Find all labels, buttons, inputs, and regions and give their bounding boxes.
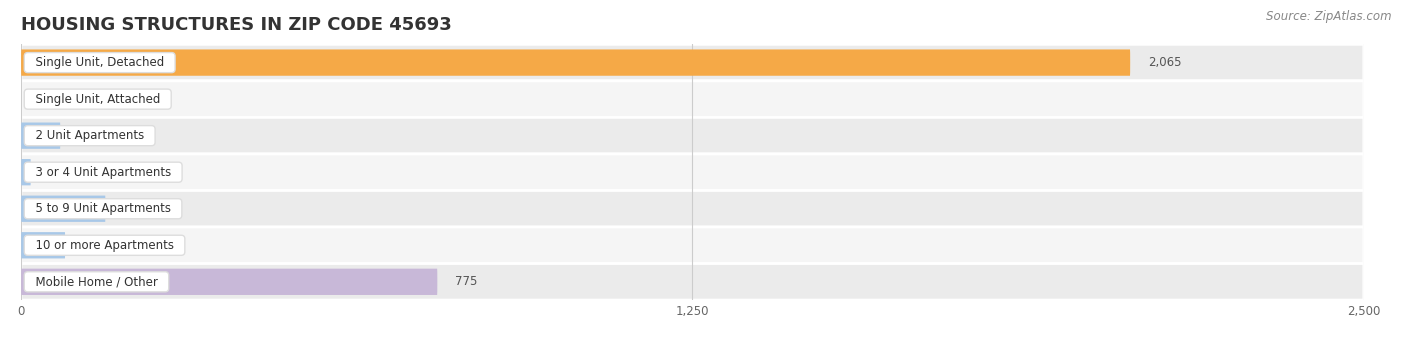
Text: 3 or 4 Unit Apartments: 3 or 4 Unit Apartments — [28, 166, 179, 179]
Text: 157: 157 — [122, 202, 145, 215]
Text: 2,065: 2,065 — [1147, 56, 1181, 69]
Text: HOUSING STRUCTURES IN ZIP CODE 45693: HOUSING STRUCTURES IN ZIP CODE 45693 — [21, 16, 451, 34]
FancyBboxPatch shape — [21, 232, 65, 258]
FancyBboxPatch shape — [21, 117, 1364, 154]
Text: 18: 18 — [48, 166, 63, 179]
Text: 82: 82 — [83, 239, 97, 252]
FancyBboxPatch shape — [21, 154, 1364, 191]
Text: Single Unit, Detached: Single Unit, Detached — [28, 56, 172, 69]
FancyBboxPatch shape — [21, 122, 60, 149]
FancyBboxPatch shape — [21, 227, 1364, 264]
Text: 2 Unit Apartments: 2 Unit Apartments — [28, 129, 152, 142]
FancyBboxPatch shape — [21, 49, 1130, 76]
Text: 73: 73 — [77, 129, 93, 142]
Text: 10 or more Apartments: 10 or more Apartments — [28, 239, 181, 252]
FancyBboxPatch shape — [21, 269, 437, 295]
Text: Mobile Home / Other: Mobile Home / Other — [28, 275, 165, 288]
FancyBboxPatch shape — [21, 196, 105, 222]
FancyBboxPatch shape — [21, 44, 1364, 81]
FancyBboxPatch shape — [21, 159, 31, 186]
Text: Single Unit, Attached: Single Unit, Attached — [28, 93, 167, 106]
Text: 775: 775 — [454, 275, 477, 288]
Text: 0: 0 — [38, 93, 46, 106]
Text: 5 to 9 Unit Apartments: 5 to 9 Unit Apartments — [28, 202, 179, 215]
FancyBboxPatch shape — [21, 81, 1364, 117]
FancyBboxPatch shape — [21, 191, 1364, 227]
FancyBboxPatch shape — [21, 264, 1364, 300]
Text: Source: ZipAtlas.com: Source: ZipAtlas.com — [1267, 10, 1392, 23]
